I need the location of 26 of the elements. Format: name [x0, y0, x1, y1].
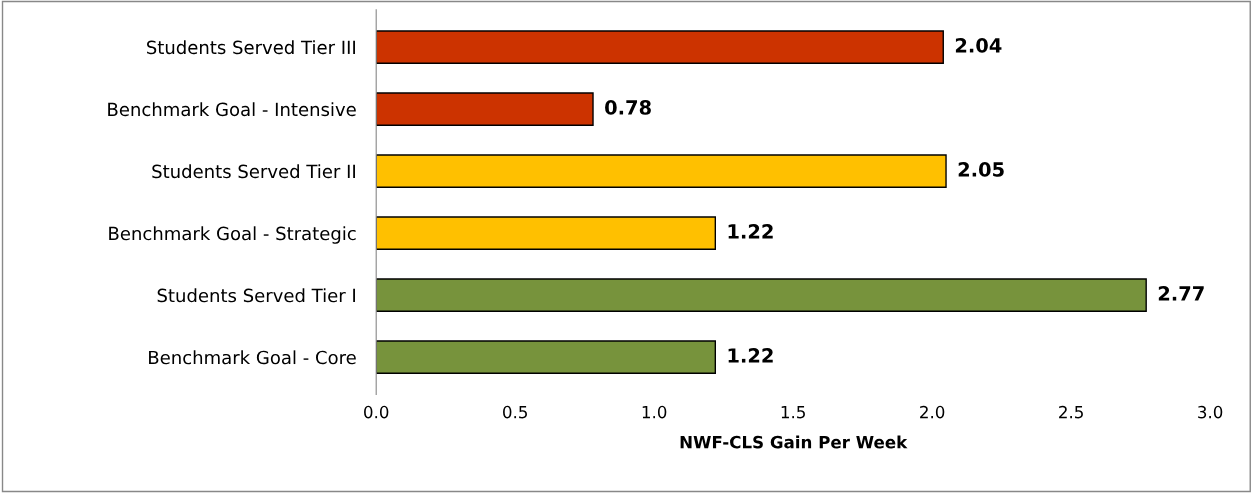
data-label: 0.78 [605, 100, 651, 115]
x-tick-label: 0.5 [503, 405, 527, 419]
y-tick-label: Benchmark Goal - Intensive [108, 102, 356, 117]
x-tick-label: 1.5 [781, 406, 805, 419]
x-tick-label: 0.0 [364, 405, 389, 419]
y-tick-label: Students Served Tier III [147, 40, 355, 55]
x-tick-label: 2.5 [1059, 405, 1083, 419]
data-label: 1.22 [728, 224, 773, 239]
x-tick-label: 3.0 [1198, 405, 1223, 419]
y-tick-label: Students Served Tier I [157, 288, 355, 303]
y-tick-label: Students Served Tier II [152, 164, 355, 179]
bar [376, 30, 944, 64]
bar [376, 92, 594, 126]
y-tick-label: Benchmark Goal - Strategic [109, 226, 356, 244]
bar [376, 216, 717, 250]
data-label: 2.04 [955, 38, 1002, 53]
x-tick-label: 1.0 [642, 405, 667, 419]
x-tick-label: 2.0 [920, 405, 945, 419]
x-axis-title: NWF-CLS Gain Per Week [680, 435, 908, 449]
bar [376, 278, 1147, 312]
y-tick-label: Benchmark Goal - Core [149, 350, 356, 365]
bar [376, 340, 717, 375]
data-label: 1.22 [728, 348, 773, 363]
data-label: 2.05 [958, 162, 1004, 177]
data-label: 2.77 [1158, 286, 1204, 301]
bar [376, 154, 947, 188]
